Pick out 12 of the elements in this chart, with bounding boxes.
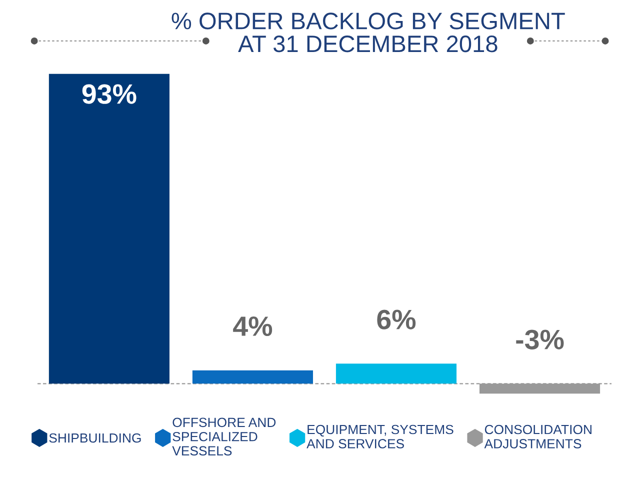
data-label: 6% [377,310,416,330]
data-label: 93% [82,84,136,104]
bar [336,364,457,384]
legend-label: CONSOLIDATION ADJUSTMENTS [484,424,592,448]
bar [48,74,170,384]
bar [192,370,313,384]
data-label: 4% [233,316,272,336]
legend-label: SHIPBUILDING [49,433,141,443]
legend-label: EQUIPMENT, SYSTEMS AND SERVICES [306,424,454,448]
chart-title: % ORDER BACKLOG BY SEGMENT AT 31 DECEMBER 2018 [172,12,565,52]
legend-label: OFFSHORE AND SPECIALIZED VESSELS [172,418,276,456]
data-label: -3% [516,330,564,350]
